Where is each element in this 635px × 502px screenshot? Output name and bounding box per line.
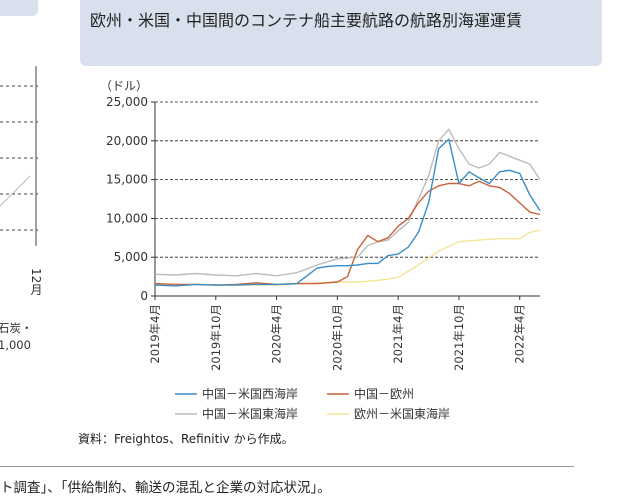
series-lines xyxy=(154,128,541,287)
x-tick-label-2020-04: 2020年4月 xyxy=(270,304,284,364)
legend-label-1: 中国－欧州 xyxy=(354,386,414,401)
left-fragment-number: 1,000 xyxy=(0,338,31,352)
series-line-1 xyxy=(154,180,541,286)
left-gridlines xyxy=(0,85,38,231)
x-tick-label-2019-10: 2019年10月 xyxy=(209,304,223,371)
legend-label-0: 中国－米国西海岸 xyxy=(202,386,298,401)
left-panel-tab xyxy=(0,0,38,16)
legend-label-3: 欧州－米国東海岸 xyxy=(354,406,450,421)
legend-label-2: 中国－米国東海岸 xyxy=(202,406,298,421)
chart-title: 欧州・米国・中国間のコンテナ船主要航路の航路別海運運賃 xyxy=(90,11,523,30)
y-tick-label-5000: 5,000 xyxy=(114,250,148,264)
left-chart-fragment xyxy=(0,46,40,266)
x-tick-label-2021-10: 2021年10月 xyxy=(452,304,466,371)
x-tick-label-2019-04: 2019年4月 xyxy=(148,304,162,364)
x-tick-label-2021-04: 2021年4月 xyxy=(391,304,405,364)
x-tick-labels: 2019年4月 2019年10月 2020年4月 2020年10月 2021年4月 202… xyxy=(148,296,527,371)
y-axis-label: （ドル） xyxy=(100,79,148,93)
left-chart-fragment-svg xyxy=(0,66,38,246)
y-tick-label-0: 0 xyxy=(140,289,148,303)
axes xyxy=(154,102,540,297)
left-fragment-month: 12月 xyxy=(29,268,43,296)
y-tick-label-15000: 15,000 xyxy=(106,173,148,187)
footer-text: ト調査」、「供給制約、輸送の混乱と企業の対応状況」。 xyxy=(0,480,331,496)
series-line-0 xyxy=(154,138,541,287)
series-line-2 xyxy=(154,128,541,277)
left-series-fragment xyxy=(0,175,31,207)
x-tick-label-2020-10: 2020年10月 xyxy=(330,304,344,371)
gridlines xyxy=(155,101,540,258)
left-fragment-coal: 石炭・ xyxy=(0,321,33,335)
footer-divider xyxy=(0,466,574,467)
y-tick-label-20000: 20,000 xyxy=(106,134,148,148)
y-tick-labels: 0 5,000 10,000 15,000 20,000 25,000 xyxy=(106,95,155,303)
y-tick-label-10000: 10,000 xyxy=(106,211,148,225)
chart-title-box: 欧州・米国・中国間のコンテナ船主要航路の航路別海運運賃 xyxy=(80,0,602,66)
y-tick-label-25000: 25,000 xyxy=(106,95,148,109)
x-tick-label-2022-04: 2022年4月 xyxy=(513,304,527,364)
source-note: 資料：Freightos、Refinitiv から作成。 xyxy=(78,432,294,446)
